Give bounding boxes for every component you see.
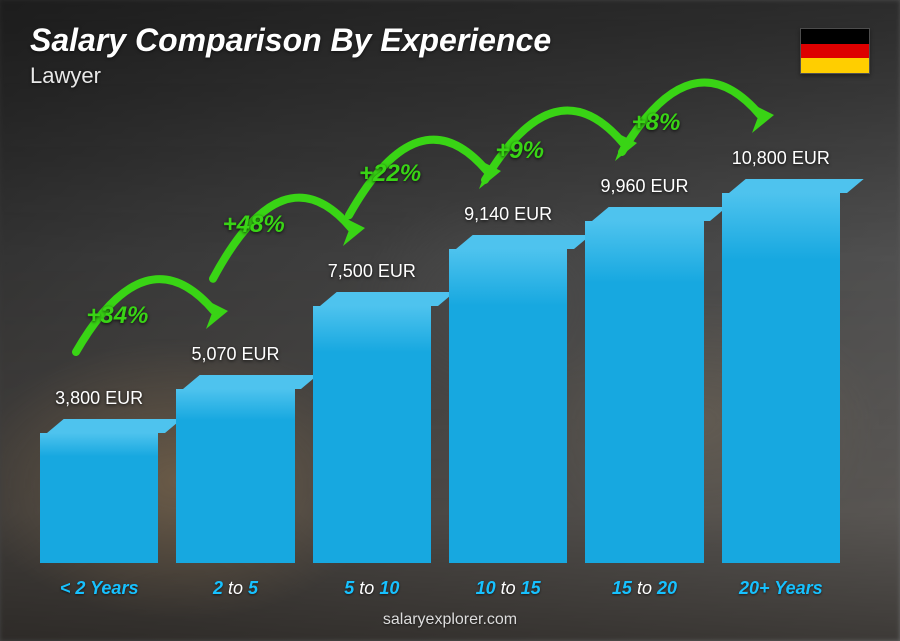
bar-column: +34%5,070 EUR <box>176 344 294 563</box>
flag-stripe <box>801 44 869 59</box>
bar-value-label: 3,800 EUR <box>55 388 143 409</box>
bar-value-label: 9,140 EUR <box>464 204 552 225</box>
bar-value-label: 9,960 EUR <box>600 176 688 197</box>
increase-percent-label: +48% <box>223 211 285 239</box>
x-axis-label: 10 to 15 <box>449 578 567 599</box>
bar-front-face <box>585 221 703 563</box>
x-axis-label: 15 to 20 <box>585 578 703 599</box>
x-axis-label: < 2 Years <box>40 578 158 599</box>
bar-front-face <box>722 193 840 563</box>
bar-chart: 3,800 EUR+34%5,070 EUR+48%7,500 EUR+22%9… <box>40 123 840 563</box>
bar-front-face <box>176 389 294 563</box>
x-axis-label: 5 to 10 <box>313 578 431 599</box>
increase-percent-label: +8% <box>632 109 681 137</box>
bar <box>176 375 294 563</box>
chart-title: Salary Comparison By Experience <box>30 22 551 59</box>
increase-percent-label: +34% <box>86 302 148 330</box>
country-flag-icon <box>800 28 870 74</box>
bar-top-face <box>456 235 591 249</box>
bar-top-face <box>592 207 727 221</box>
bar <box>585 207 703 563</box>
flag-stripe <box>801 58 869 73</box>
bar-column: +9%9,960 EUR <box>585 176 703 563</box>
bar-top-face <box>320 292 455 306</box>
increase-percent-label: +9% <box>495 137 544 165</box>
x-axis-label: 20+ Years <box>722 578 840 599</box>
bar-column: 3,800 EUR <box>40 388 158 563</box>
bar <box>40 419 158 563</box>
bar-column: +8%10,800 EUR <box>722 148 840 563</box>
bar-value-label: 10,800 EUR <box>732 148 830 169</box>
header: Salary Comparison By Experience Lawyer <box>30 22 551 89</box>
bar-front-face <box>313 306 431 563</box>
bar <box>449 235 567 563</box>
x-axis: < 2 Years 2 to 5 5 to 10 10 to 15 15 to 20 20… <box>40 578 840 599</box>
bar-top-face <box>183 375 318 389</box>
bar-column: +22%9,140 EUR <box>449 204 567 563</box>
bar <box>313 292 431 563</box>
bar-front-face <box>449 249 567 563</box>
bar-column: +48%7,500 EUR <box>313 261 431 563</box>
bar-top-face <box>47 419 182 433</box>
footer-attribution: salaryexplorer.com <box>0 611 900 629</box>
chart-subtitle: Lawyer <box>30 63 551 89</box>
increase-percent-label: +22% <box>359 160 421 188</box>
bar-front-face <box>40 433 158 563</box>
flag-stripe <box>801 29 869 44</box>
bar <box>722 179 840 563</box>
x-axis-label: 2 to 5 <box>176 578 294 599</box>
bar-top-face <box>729 179 864 193</box>
bar-value-label: 5,070 EUR <box>191 344 279 365</box>
bar-value-label: 7,500 EUR <box>328 261 416 282</box>
